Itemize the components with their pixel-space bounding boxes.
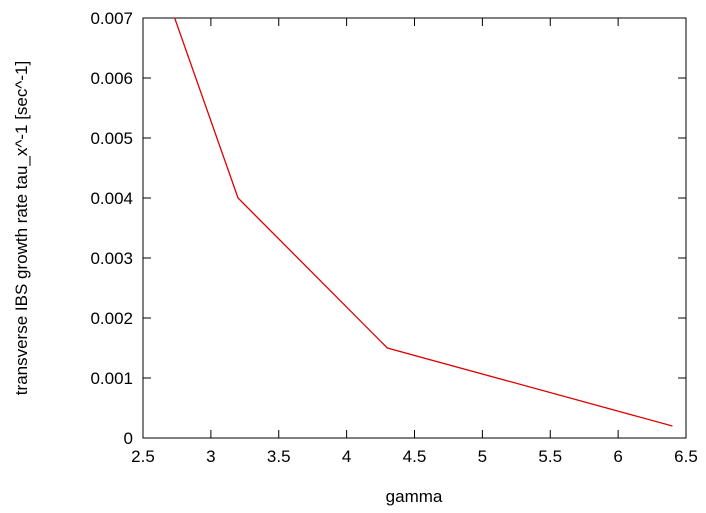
x-tick-label: 6: [613, 447, 622, 466]
y-tick-label: 0.006: [90, 69, 133, 88]
y-tick-label: 0: [124, 429, 133, 448]
y-tick-label: 0.001: [90, 369, 133, 388]
series-layer: [173, 18, 673, 427]
y-tick-label: 0.002: [90, 309, 133, 328]
series-line-0: [173, 18, 673, 427]
x-axis-label: gamma: [386, 487, 443, 506]
x-tick-label: 3: [206, 447, 215, 466]
x-tick-label: 2.5: [131, 447, 155, 466]
y-tick-label: 0.005: [90, 129, 133, 148]
x-tick-label: 6.5: [674, 447, 698, 466]
y-tick-label: 0.004: [90, 189, 133, 208]
x-tick-label: 5: [478, 447, 487, 466]
plot-frame: [142, 17, 687, 439]
x-tick-label: 4: [342, 447, 351, 466]
y-tick-label: 0.003: [90, 249, 133, 268]
y-axis-label: transverse IBS growth rate tau_x^-1 [sec…: [12, 61, 31, 395]
x-tick-label: 5.5: [538, 447, 562, 466]
x-tick-label: 3.5: [267, 447, 291, 466]
x-tick-label: 4.5: [403, 447, 427, 466]
ticks: [143, 18, 686, 438]
y-tick-label: 0.007: [90, 9, 133, 28]
tick-labels: 2.5 3 3.5 4 4.5 5 5.5 6 6.5 0 0.001 0.002 0.003 0.004…: [90, 9, 697, 466]
